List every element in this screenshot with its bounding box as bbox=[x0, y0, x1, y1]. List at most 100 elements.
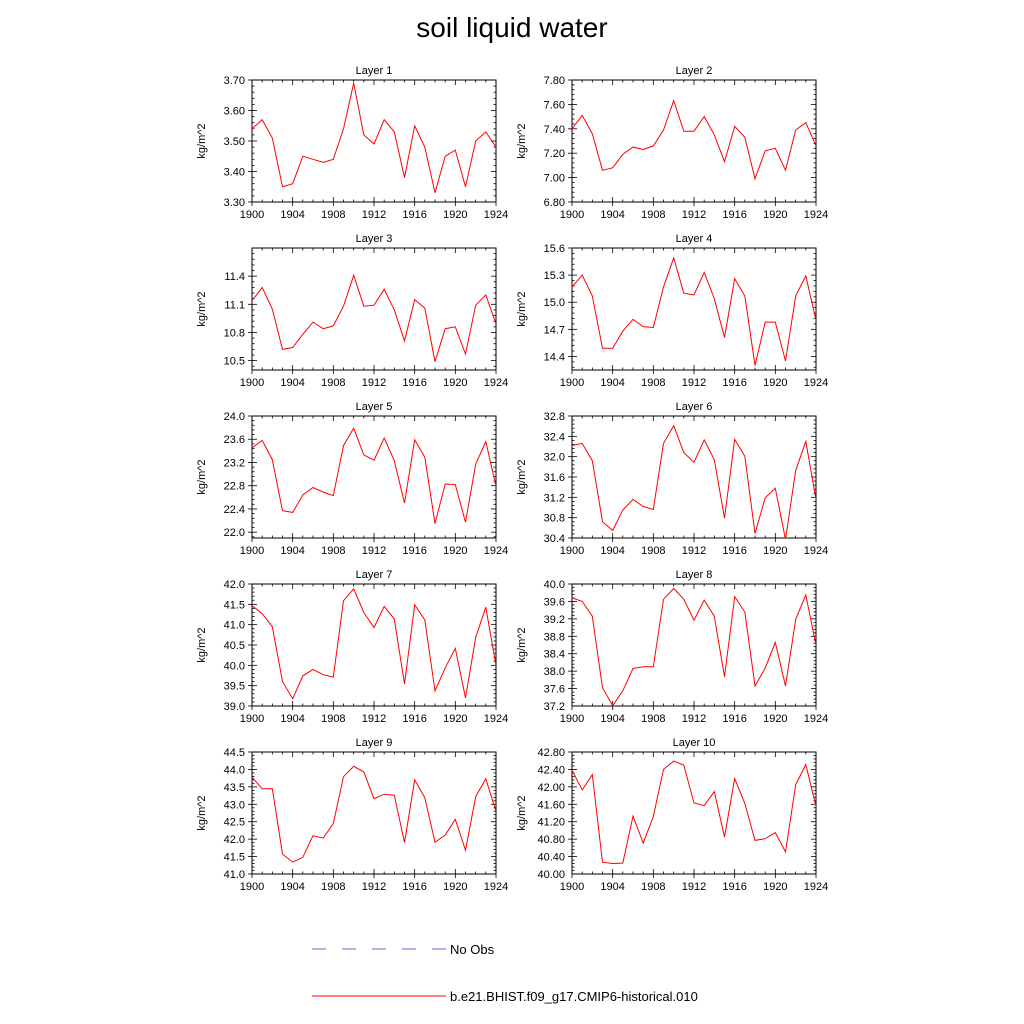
y-axis-label: kg/m^2 bbox=[196, 291, 208, 326]
y-tick-label: 3.70 bbox=[224, 75, 245, 87]
panel-title: Layer 4 bbox=[676, 233, 713, 245]
x-tick-label: 1924 bbox=[484, 713, 508, 725]
y-tick-label: 7.00 bbox=[544, 173, 565, 185]
y-tick-label: 41.20 bbox=[537, 817, 565, 829]
y-tick-label: 40.0 bbox=[544, 579, 565, 591]
series-line bbox=[252, 587, 496, 700]
y-tick-label: 42.40 bbox=[537, 764, 565, 776]
y-axis-label: kg/m^2 bbox=[516, 123, 528, 158]
panel-6: Layer 6 kg/m^2 1900 1904 1908 1912 1916 1920 192… bbox=[516, 401, 828, 557]
x-tick-label: 1908 bbox=[321, 209, 345, 221]
y-axis-label: kg/m^2 bbox=[516, 795, 528, 830]
x-tick-label: 1920 bbox=[443, 209, 467, 221]
panel-title: Layer 2 bbox=[676, 65, 713, 77]
y-tick-label: 41.0 bbox=[224, 620, 245, 632]
x-tick-label: 1920 bbox=[443, 377, 467, 389]
panel-title: Layer 5 bbox=[356, 401, 393, 413]
x-tick-label: 1904 bbox=[600, 545, 624, 557]
y-axis-label: kg/m^2 bbox=[516, 291, 528, 326]
plot-frame bbox=[251, 583, 497, 707]
y-tick-label: 15.3 bbox=[544, 270, 565, 282]
x-tick-label: 1908 bbox=[641, 209, 665, 221]
x-tick-label: 1908 bbox=[321, 377, 345, 389]
y-tick-label: 40.5 bbox=[224, 640, 245, 652]
x-tick-label: 1904 bbox=[280, 545, 304, 557]
y-tick-label: 30.4 bbox=[544, 533, 565, 545]
y-tick-label: 39.2 bbox=[544, 614, 565, 626]
x-tick-label: 1920 bbox=[443, 713, 467, 725]
y-tick-label: 15.0 bbox=[544, 297, 565, 309]
y-tick-label: 22.4 bbox=[224, 504, 245, 516]
x-tick-label: 1904 bbox=[280, 209, 304, 221]
panel-title: Layer 9 bbox=[356, 737, 393, 749]
x-tick-label: 1908 bbox=[321, 713, 345, 725]
x-tick-label: 1924 bbox=[804, 713, 828, 725]
y-tick-label: 23.2 bbox=[224, 457, 245, 469]
x-tick-label: 1912 bbox=[682, 545, 706, 557]
panel-2: Layer 2 kg/m^2 1900 1904 1908 1912 1916 1920 192… bbox=[516, 65, 828, 221]
panel-9: Layer 9 kg/m^2 1900 1904 1908 1912 1916 1920 192… bbox=[196, 737, 508, 893]
y-tick-label: 22.0 bbox=[224, 527, 245, 539]
x-tick-label: 1912 bbox=[362, 713, 386, 725]
x-tick-label: 1908 bbox=[641, 713, 665, 725]
y-tick-label: 39.5 bbox=[224, 681, 245, 693]
series-line bbox=[252, 273, 496, 362]
series-line bbox=[252, 427, 496, 524]
y-axis-label: kg/m^2 bbox=[196, 123, 208, 158]
panel-title: Layer 6 bbox=[676, 401, 713, 413]
y-tick-label: 39.6 bbox=[544, 596, 565, 608]
x-tick-label: 1900 bbox=[240, 545, 264, 557]
y-tick-label: 7.80 bbox=[544, 75, 565, 87]
x-tick-label: 1916 bbox=[722, 881, 746, 893]
x-tick-label: 1912 bbox=[362, 377, 386, 389]
x-tick-label: 1904 bbox=[280, 377, 304, 389]
x-tick-label: 1900 bbox=[560, 545, 584, 557]
x-tick-label: 1900 bbox=[560, 377, 584, 389]
y-axis-label: kg/m^2 bbox=[196, 795, 208, 830]
plot-frame bbox=[251, 79, 497, 203]
x-tick-label: 1900 bbox=[560, 881, 584, 893]
panel-1: Layer 1 kg/m^2 1900 1904 1908 1912 1916 1920 192… bbox=[196, 65, 508, 221]
y-tick-label: 31.6 bbox=[544, 472, 565, 484]
y-tick-label: 40.0 bbox=[224, 660, 245, 672]
y-tick-label: 43.0 bbox=[224, 799, 245, 811]
x-tick-label: 1916 bbox=[402, 209, 426, 221]
y-tick-label: 31.2 bbox=[544, 492, 565, 504]
x-tick-label: 1924 bbox=[804, 545, 828, 557]
y-tick-label: 42.80 bbox=[537, 747, 565, 759]
panel-title: Layer 1 bbox=[356, 65, 393, 77]
series-line bbox=[572, 99, 816, 181]
y-axis-label: kg/m^2 bbox=[516, 459, 528, 494]
y-tick-label: 32.8 bbox=[544, 411, 565, 423]
y-tick-label: 23.6 bbox=[224, 434, 245, 446]
x-tick-label: 1916 bbox=[722, 545, 746, 557]
panel-title: Layer 3 bbox=[356, 233, 393, 245]
y-tick-label: 41.5 bbox=[224, 852, 245, 864]
x-tick-label: 1924 bbox=[804, 881, 828, 893]
series-line bbox=[572, 256, 816, 366]
y-tick-label: 37.6 bbox=[544, 684, 565, 696]
x-tick-label: 1908 bbox=[641, 545, 665, 557]
x-tick-label: 1916 bbox=[722, 713, 746, 725]
y-tick-label: 42.00 bbox=[537, 782, 565, 794]
y-tick-label: 41.5 bbox=[224, 599, 245, 611]
x-tick-label: 1900 bbox=[560, 209, 584, 221]
y-axis-label: kg/m^2 bbox=[516, 627, 528, 662]
x-tick-label: 1908 bbox=[641, 377, 665, 389]
x-tick-label: 1920 bbox=[443, 881, 467, 893]
x-tick-label: 1912 bbox=[362, 881, 386, 893]
plot-frame bbox=[571, 415, 817, 539]
x-tick-label: 1924 bbox=[484, 545, 508, 557]
x-tick-label: 1920 bbox=[763, 209, 787, 221]
x-tick-label: 1904 bbox=[600, 881, 624, 893]
y-tick-label: 7.20 bbox=[544, 148, 565, 160]
plot-frame bbox=[571, 79, 817, 203]
x-tick-label: 1924 bbox=[484, 881, 508, 893]
x-tick-label: 1900 bbox=[560, 713, 584, 725]
x-tick-label: 1900 bbox=[240, 713, 264, 725]
y-tick-label: 38.0 bbox=[544, 666, 565, 678]
x-tick-label: 1908 bbox=[641, 881, 665, 893]
y-tick-label: 11.4 bbox=[224, 271, 245, 283]
y-tick-label: 40.80 bbox=[537, 834, 565, 846]
